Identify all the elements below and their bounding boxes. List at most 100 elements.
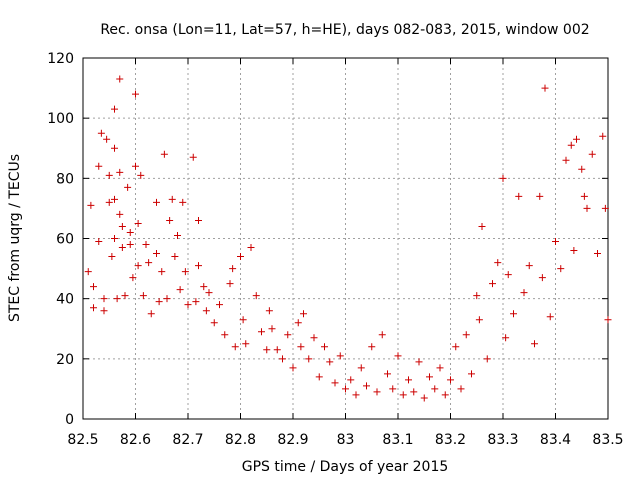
data-point xyxy=(394,352,402,360)
data-point xyxy=(105,171,113,179)
data-point xyxy=(410,388,418,396)
data-point xyxy=(100,295,108,303)
data-point xyxy=(132,90,139,98)
data-point xyxy=(242,340,250,348)
data-point xyxy=(265,307,273,315)
data-point xyxy=(378,331,386,339)
data-point xyxy=(504,271,512,279)
data-point xyxy=(573,135,580,143)
data-point xyxy=(483,355,491,363)
data-point xyxy=(95,238,103,246)
data-point xyxy=(134,262,142,270)
data-point xyxy=(176,286,184,294)
data-point xyxy=(510,310,517,318)
data-point xyxy=(489,280,496,288)
data-point xyxy=(132,162,139,170)
data-point xyxy=(441,391,449,399)
data-point xyxy=(431,385,439,393)
y-tick-label: 100 xyxy=(47,111,74,127)
chart-title: Rec. onsa (Lon=11, Lat=57, h=HE), days 0… xyxy=(100,22,589,38)
data-point xyxy=(137,171,145,179)
grid-layer xyxy=(83,58,608,419)
data-point xyxy=(520,289,528,297)
data-point xyxy=(87,201,95,209)
data-point xyxy=(583,204,591,212)
data-point xyxy=(601,204,609,212)
data-point xyxy=(116,75,124,83)
data-point xyxy=(426,373,433,381)
data-point xyxy=(258,328,265,336)
data-point xyxy=(160,150,168,158)
data-point xyxy=(111,144,118,152)
data-point xyxy=(166,216,174,224)
data-point xyxy=(415,358,423,366)
data-point xyxy=(420,394,428,402)
data-point xyxy=(562,156,570,164)
x-tick-label: 83.4 xyxy=(540,432,571,448)
data-point xyxy=(153,198,160,206)
data-point xyxy=(399,391,407,399)
x-tick-label: 82.7 xyxy=(172,432,203,448)
data-point xyxy=(594,250,601,258)
data-point xyxy=(126,241,134,249)
x-tick-label: 82.6 xyxy=(120,432,151,448)
data-point xyxy=(310,334,318,342)
data-point xyxy=(357,364,365,372)
data-point xyxy=(263,346,271,354)
data-point xyxy=(216,301,223,309)
data-point xyxy=(494,259,502,267)
data-point xyxy=(111,195,118,203)
data-point xyxy=(326,358,334,366)
data-point xyxy=(221,331,229,339)
data-point xyxy=(294,319,302,327)
x-tick-label: 82.5 xyxy=(67,432,98,448)
data-point xyxy=(100,307,108,315)
data-point xyxy=(473,292,481,300)
data-point xyxy=(447,376,454,384)
data-point xyxy=(580,192,588,200)
data-point xyxy=(200,283,208,291)
data-point xyxy=(171,253,179,261)
data-point xyxy=(116,168,124,176)
y-tick-label: 80 xyxy=(56,171,74,187)
data-point xyxy=(231,343,239,351)
data-point xyxy=(184,301,192,309)
y-axis-label: STEC from uqrg / TECUs xyxy=(7,154,23,322)
data-point xyxy=(118,244,126,252)
y-tick-label: 40 xyxy=(56,292,74,308)
data-point xyxy=(475,316,483,324)
data-point xyxy=(284,331,292,339)
data-point xyxy=(452,343,460,351)
data-point xyxy=(124,183,132,191)
data-point xyxy=(90,304,97,312)
data-point xyxy=(134,219,142,227)
data-point xyxy=(158,268,166,276)
data-point xyxy=(300,310,307,318)
data-point xyxy=(95,162,103,170)
data-point xyxy=(174,231,181,239)
data-point xyxy=(129,274,137,282)
data-point xyxy=(331,379,339,387)
data-point xyxy=(97,129,105,137)
y-tick-label: 120 xyxy=(47,51,74,67)
data-point xyxy=(305,355,313,363)
data-point xyxy=(321,343,328,351)
data-point xyxy=(111,235,118,242)
data-point xyxy=(368,343,376,351)
x-tick-label: 83 xyxy=(337,432,355,448)
x-tick-label: 83.2 xyxy=(435,432,466,448)
data-point xyxy=(389,385,397,393)
data-point xyxy=(363,382,370,390)
data-point xyxy=(578,165,586,173)
points-layer xyxy=(84,75,612,402)
data-point xyxy=(189,153,197,161)
data-point xyxy=(226,280,234,288)
data-point xyxy=(373,388,381,396)
data-point xyxy=(552,238,559,246)
data-point xyxy=(163,295,171,303)
data-point xyxy=(84,268,92,276)
data-point xyxy=(599,132,607,140)
data-point xyxy=(205,289,213,297)
data-point xyxy=(347,376,355,384)
